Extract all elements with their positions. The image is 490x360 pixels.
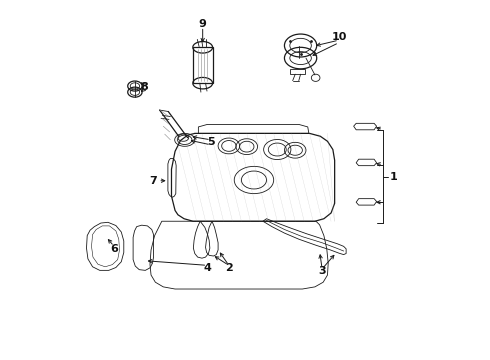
Text: 6: 6	[110, 244, 118, 254]
Text: 1: 1	[390, 172, 398, 182]
Text: 2: 2	[225, 263, 233, 273]
Text: 3: 3	[318, 266, 326, 276]
Text: 10: 10	[331, 32, 346, 42]
Text: 9: 9	[199, 19, 207, 29]
Text: 7: 7	[149, 176, 157, 186]
Text: 4: 4	[203, 263, 211, 273]
Text: 8: 8	[140, 82, 148, 93]
Text: 5: 5	[207, 138, 215, 147]
